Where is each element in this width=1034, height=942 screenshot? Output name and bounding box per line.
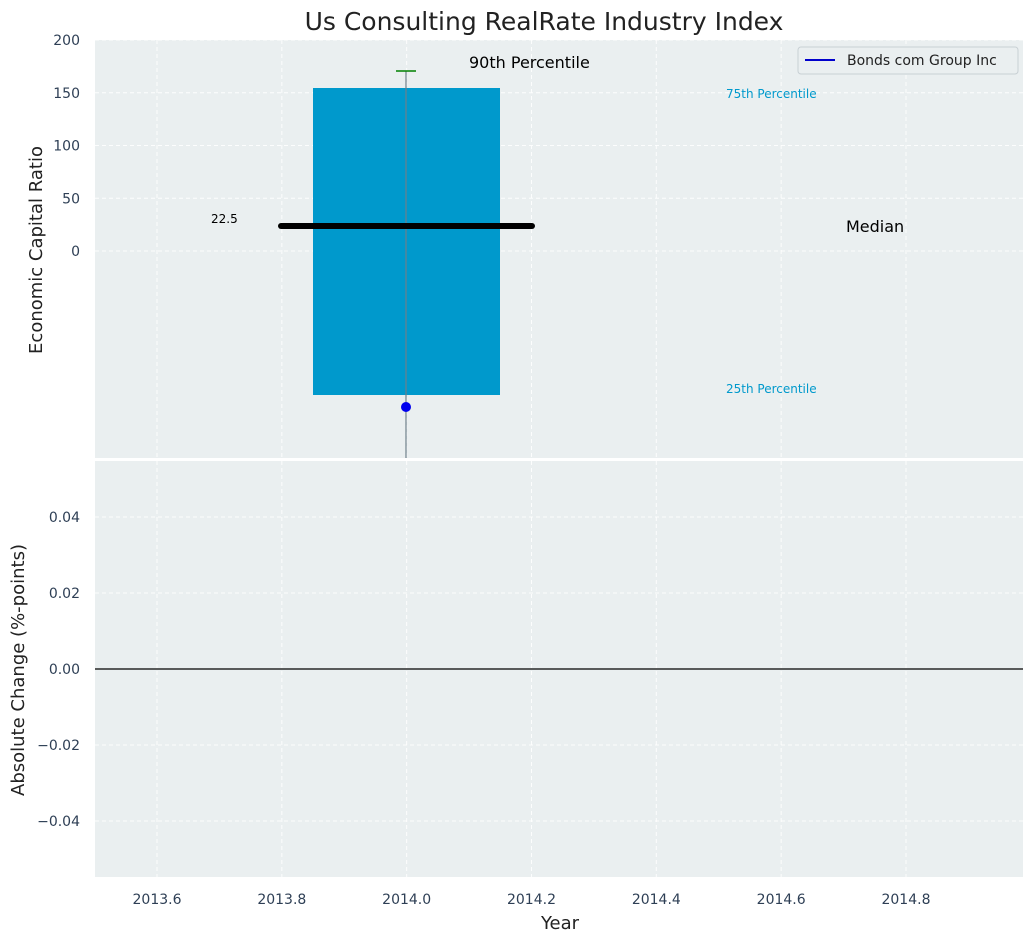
y-tick-label: 0.00 <box>49 662 80 678</box>
bottom-y-tick-labels: 0.04 0.02 0.00 −0.02 −0.04 <box>37 510 80 830</box>
median-label: Median <box>846 217 904 236</box>
bottom-panel: 0.04 0.02 0.00 −0.02 −0.04 Absolute Change (… <box>8 461 1023 877</box>
y-tick-label: −0.02 <box>37 738 80 754</box>
top-y-tick-labels: 0 50 100 150 200 <box>53 33 80 260</box>
legend-entry: Bonds com Group Inc <box>847 53 997 69</box>
x-tick-label: 2014.0 <box>382 892 431 908</box>
median-value-label: 22.5 <box>211 212 238 226</box>
company-point <box>401 402 411 412</box>
legend-box <box>797 46 1019 75</box>
x-tick-labels: 2013.6 2013.8 2014.0 2014.2 2014.4 2014.6 2014… <box>133 892 931 908</box>
x-tick-label: 2014.6 <box>757 892 806 908</box>
y-tick-label: 200 <box>53 33 80 49</box>
top-panel: 0 50 100 150 200 90th Percentile 75th Percen… <box>26 33 1023 458</box>
legend: Bonds com Group Inc <box>797 46 1019 75</box>
x-axis-label: Year <box>540 913 580 934</box>
p90-label: 90th Percentile <box>469 53 590 72</box>
chart-title: Us Consulting RealRate Industry Index <box>305 7 784 36</box>
top-panel-background <box>95 40 1023 458</box>
y-tick-label: −0.04 <box>37 814 80 830</box>
x-tick-label: 2014.8 <box>881 892 930 908</box>
top-y-gridlines <box>95 39 1023 252</box>
p25-label: 25th Percentile <box>726 382 817 396</box>
x-tick-label: 2013.6 <box>133 892 182 908</box>
y-tick-label: 0.04 <box>49 510 80 526</box>
x-tick-label: 2014.2 <box>507 892 556 908</box>
y-tick-label: 100 <box>53 139 80 155</box>
y-tick-label: 0.02 <box>49 586 80 602</box>
x-tick-label: 2014.4 <box>632 892 681 908</box>
y-tick-label: 50 <box>62 191 80 207</box>
x-tick-label: 2013.8 <box>257 892 306 908</box>
p75-label: 75th Percentile <box>726 87 817 101</box>
y-tick-label: 0 <box>71 244 80 260</box>
y-tick-label: 150 <box>53 86 80 102</box>
bottom-y-axis-label: Absolute Change (%-points) <box>8 544 29 796</box>
top-y-axis-label: Economic Capital Ratio <box>26 146 47 354</box>
bottom-x-gridlines <box>156 461 907 877</box>
